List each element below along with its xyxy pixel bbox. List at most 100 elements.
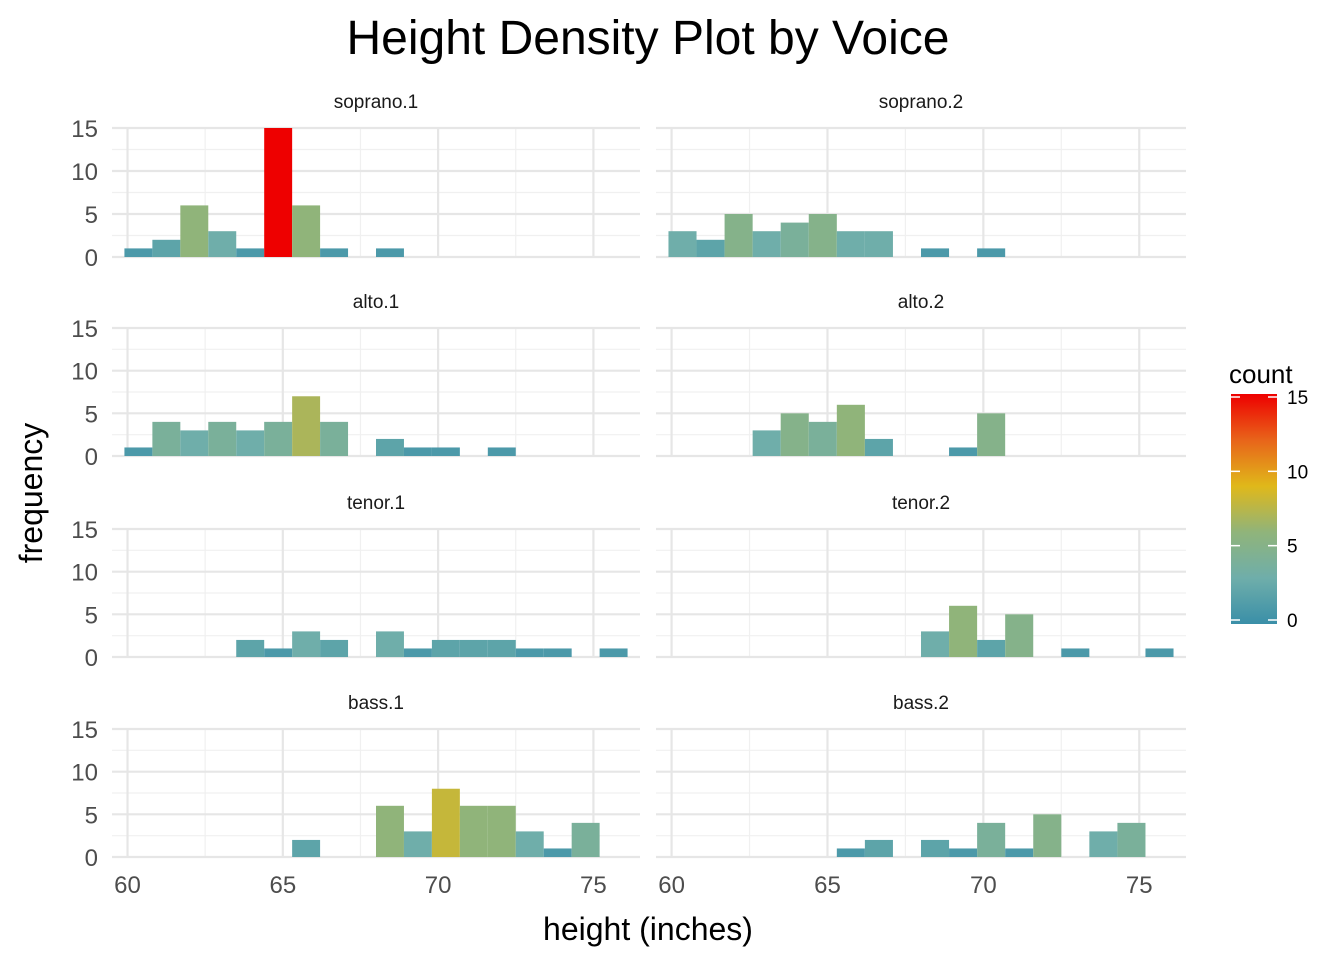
bar-bass-2 <box>949 848 978 857</box>
bar-tenor-2 <box>1005 614 1034 657</box>
bar-alto-1 <box>431 447 460 456</box>
bar-bass-1 <box>515 831 544 857</box>
bar-alto-1 <box>376 438 404 456</box>
facet-label-alto-2: alto.2 <box>898 292 944 313</box>
bar-tenor-1 <box>403 648 432 657</box>
bar-tenor-2 <box>977 639 1006 657</box>
bar-soprano-1 <box>320 248 349 257</box>
bar-soprano-2 <box>724 214 753 257</box>
y-tick-label: 15 <box>71 517 98 544</box>
bar-bass-1 <box>431 788 460 857</box>
facet-label-tenor-1: tenor.1 <box>347 493 405 514</box>
bar-tenor-1 <box>515 648 544 657</box>
bar-soprano-1 <box>180 205 209 257</box>
facet-panels: soprano.1051015soprano.2alto.1051015alto… <box>71 92 1186 899</box>
y-tick-label: 5 <box>85 401 98 428</box>
bar-soprano-2 <box>752 231 781 257</box>
panel-bass-2: bass.2 60 65 70 75 <box>656 693 1186 899</box>
bar-alto-1 <box>264 421 293 456</box>
bar-bass-1 <box>543 848 572 857</box>
bar-alto-1 <box>208 421 237 456</box>
panel-tenor-1: tenor.1 0 5 10 15 <box>71 493 640 672</box>
color-legend: count 0 5 10 15 <box>1229 359 1308 632</box>
bar-soprano-2 <box>668 231 697 257</box>
legend-tick-label: 15 <box>1287 388 1308 409</box>
x-axis-title: height (inches) <box>543 911 753 947</box>
bar-alto-2 <box>836 404 865 456</box>
x-tick-label: 75 <box>580 872 607 899</box>
x-tick-label: 65 <box>814 872 841 899</box>
y-tick-label: 5 <box>85 602 98 629</box>
bar-tenor-1 <box>543 648 572 657</box>
bar-bass-2 <box>1117 822 1146 857</box>
legend-ticks: 0 5 10 15 <box>1231 388 1308 632</box>
bar-bass-2 <box>1033 814 1062 857</box>
bar-alto-1 <box>124 447 153 456</box>
legend-colorbar <box>1231 394 1277 624</box>
bar-tenor-2 <box>1145 648 1174 657</box>
bar-bass-1 <box>459 805 488 857</box>
bar-soprano-1 <box>208 231 237 257</box>
bar-soprano-2 <box>808 214 837 257</box>
bar-alto-1 <box>320 421 349 456</box>
panel-soprano-1: soprano.1 0 5 10 15 <box>71 92 640 272</box>
bar-tenor-2 <box>949 605 978 657</box>
x-tick-label: 60 <box>658 872 685 899</box>
y-tick-label: 10 <box>71 359 98 386</box>
bar-alto-1 <box>236 430 265 456</box>
bar-bass-1 <box>487 805 516 857</box>
panel-alto-1: alto.1 0 5 10 15 <box>71 292 640 471</box>
bar-bass-1 <box>292 839 321 857</box>
bar-bass-2 <box>921 839 950 857</box>
y-tick-label: 0 <box>85 845 98 872</box>
y-tick-label: 15 <box>71 717 98 744</box>
bar-bass-2 <box>1089 831 1118 857</box>
bar-soprano-1 <box>236 248 265 257</box>
facet-label-soprano-2: soprano.2 <box>879 92 964 113</box>
bar-bass-2 <box>1005 848 1034 857</box>
bar-soprano-2 <box>977 248 1006 257</box>
bar-alto-1 <box>152 421 181 456</box>
x-tick-label: 70 <box>970 872 997 899</box>
facet-label-bass-1: bass.1 <box>348 693 404 714</box>
bar-alto-2 <box>949 447 978 456</box>
bar-soprano-2 <box>921 248 950 257</box>
bar-alto-2 <box>977 413 1006 456</box>
y-tick-label: 15 <box>71 116 98 143</box>
bar-tenor-1 <box>431 639 460 657</box>
facet-label-tenor-2: tenor.2 <box>892 493 950 514</box>
bar-tenor-1 <box>487 639 516 657</box>
bar-bass-2 <box>836 848 865 857</box>
panel-bass-1: bass.1 0 5 10 15 60 65 70 75 <box>71 693 640 899</box>
bar-alto-1 <box>487 447 516 456</box>
bar-tenor-1 <box>264 648 293 657</box>
bar-soprano-1 <box>292 205 321 257</box>
bar-soprano-2 <box>780 222 809 257</box>
bar-soprano-2 <box>696 239 725 257</box>
bar-alto-2 <box>752 430 781 456</box>
legend-title: count <box>1229 359 1293 389</box>
legend-tick-label: 10 <box>1287 462 1308 483</box>
bar-soprano-2 <box>836 231 865 257</box>
x-tick-label: 65 <box>269 872 296 899</box>
bar-alto-2 <box>780 413 809 456</box>
y-tick-label: 0 <box>85 645 98 672</box>
bar-bass-1 <box>403 831 432 857</box>
bar-tenor-2 <box>1061 648 1090 657</box>
x-tick-label: 60 <box>114 872 141 899</box>
legend-tick-label: 0 <box>1287 611 1298 632</box>
bar-tenor-1 <box>599 648 628 657</box>
bar-alto-1 <box>292 396 321 456</box>
bar-soprano-2 <box>864 231 893 257</box>
chart-title: Height Density Plot by Voice <box>347 12 950 65</box>
bar-alto-1 <box>180 430 209 456</box>
bar-tenor-1 <box>376 631 404 657</box>
panel-alto-2: alto.2 <box>656 292 1186 458</box>
x-tick-label: 75 <box>1126 872 1153 899</box>
facet-label-soprano-1: soprano.1 <box>334 92 419 113</box>
y-tick-label: 10 <box>71 560 98 587</box>
bar-tenor-1 <box>236 639 265 657</box>
bar-alto-2 <box>864 438 893 456</box>
bar-tenor-1 <box>459 639 488 657</box>
bar-alto-1 <box>403 447 432 456</box>
